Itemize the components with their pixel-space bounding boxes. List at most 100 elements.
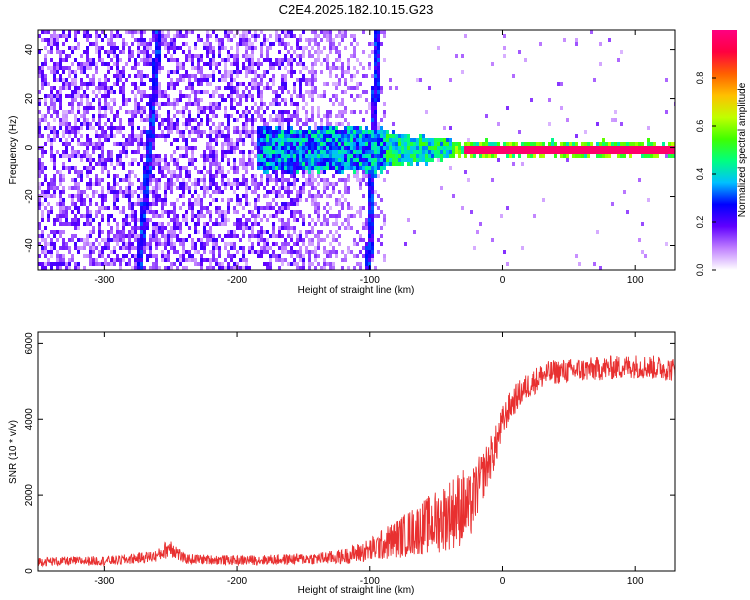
heatmap-cell (290, 126, 293, 130)
heatmap-cell (419, 146, 422, 150)
heatmap-cell (131, 218, 134, 222)
heatmap-cell (383, 146, 386, 150)
heatmap-cell (215, 158, 218, 162)
heatmap-cell (158, 58, 161, 62)
heatmap-cell (50, 266, 53, 270)
heatmap-cell (98, 34, 101, 38)
heatmap-cell (359, 238, 362, 242)
heatmap-cell (74, 78, 77, 82)
heatmap-cell (65, 246, 68, 250)
heatmap-cell (209, 234, 212, 238)
heatmap-cell (155, 214, 158, 218)
heatmap-cell (299, 158, 302, 162)
heatmap-cell (50, 90, 53, 94)
heatmap-cell (140, 142, 143, 146)
heatmap-cell (206, 206, 209, 210)
heatmap-cell (308, 254, 311, 258)
heatmap-cell (176, 30, 179, 34)
heatmap-cell (233, 166, 236, 170)
heatmap-cell (362, 118, 365, 122)
heatmap-cell (206, 190, 209, 194)
heatmap-cell (281, 126, 284, 130)
heatmap-cell (368, 42, 371, 46)
heatmap-cell (158, 94, 161, 98)
heatmap-cell (296, 194, 299, 198)
heatmap-cell (149, 130, 152, 134)
heatmap-cell (116, 82, 119, 86)
heatmap-cell (494, 150, 497, 154)
heatmap-cell (221, 46, 224, 50)
heatmap-cell (311, 118, 314, 122)
heatmap-cell (56, 98, 59, 102)
heatmap-cell (371, 138, 374, 142)
heatmap-cell (332, 234, 335, 238)
heatmap-cell (122, 134, 125, 138)
heatmap-cell (392, 146, 395, 150)
heatmap-cell (143, 118, 146, 122)
heatmap-cell (101, 146, 104, 150)
heatmap-cell (68, 94, 71, 98)
heatmap-cell (122, 38, 125, 42)
heatmap-cell (224, 114, 227, 118)
heatmap-cell (137, 150, 140, 154)
heatmap-cell (119, 122, 122, 126)
heatmap-cell (140, 42, 143, 46)
heatmap-cell (266, 218, 269, 222)
heatmap-cell (431, 150, 434, 154)
heatmap-cell (158, 66, 161, 70)
heatmap-cell (236, 226, 239, 230)
heatmap-cell (83, 246, 86, 250)
heatmap-cell (158, 182, 161, 186)
heatmap-cell (59, 58, 62, 62)
heatmap-cell (113, 118, 116, 122)
heatmap-cell (50, 138, 53, 142)
heatmap-cell (194, 98, 197, 102)
heatmap-cell (245, 114, 248, 118)
heatmap-cell (395, 162, 398, 166)
heatmap-cell (656, 146, 659, 150)
heatmap-cell (92, 230, 95, 234)
heatmap-cell (122, 42, 125, 46)
heatmap-cell (263, 230, 266, 234)
heatmap-cell (278, 58, 281, 62)
heatmap-cell (524, 58, 527, 62)
heatmap-cell (527, 150, 530, 154)
heatmap-cell (179, 194, 182, 198)
heatmap-cell (365, 246, 368, 250)
heatmap-cell (221, 198, 224, 202)
heatmap-cell (182, 194, 185, 198)
heatmap-cell (158, 70, 161, 74)
heatmap-cell (260, 134, 263, 138)
spectrogram-frame (37, 29, 676, 271)
heatmap-cell (74, 182, 77, 186)
heatmap-cell (479, 142, 482, 146)
heatmap-cell (89, 178, 92, 182)
heatmap-cell (215, 102, 218, 106)
heatmap-cell (107, 42, 110, 46)
heatmap-cell (317, 138, 320, 142)
heatmap-cell (383, 150, 386, 154)
heatmap-cell (68, 82, 71, 86)
heatmap-cell (338, 30, 341, 34)
heatmap-cell (98, 126, 101, 130)
heatmap-cell (326, 30, 329, 34)
heatmap-cell (104, 246, 107, 250)
heatmap-cell (170, 218, 173, 222)
heatmap-cell (374, 142, 377, 146)
heatmap-cell (218, 262, 221, 266)
heatmap-cell (62, 246, 65, 250)
heatmap-cell (179, 134, 182, 138)
heatmap-cell (155, 30, 158, 34)
heatmap-cell (278, 194, 281, 198)
heatmap-cell (107, 246, 110, 250)
heatmap-cell (599, 42, 602, 46)
heatmap-cell (44, 150, 47, 154)
heatmap-cell (266, 54, 269, 58)
heatmap-cell (209, 182, 212, 186)
heatmap-cell (56, 94, 59, 98)
heatmap-cell (68, 262, 71, 266)
heatmap-cell (371, 246, 374, 250)
heatmap-cell (89, 58, 92, 62)
heatmap-cell (272, 250, 275, 254)
heatmap-cell (332, 166, 335, 170)
